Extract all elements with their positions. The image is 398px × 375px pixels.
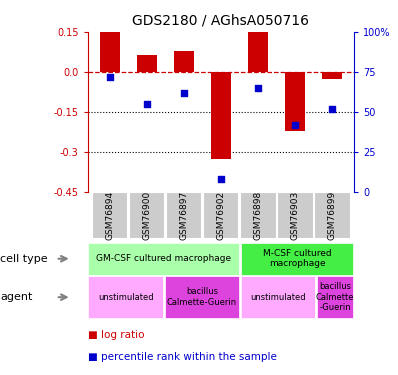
- Point: [218, 177, 224, 183]
- Bar: [164, 276, 239, 318]
- Point: [144, 101, 150, 107]
- Point: [329, 106, 335, 112]
- Title: GDS2180 / AGhsA050716: GDS2180 / AGhsA050716: [133, 14, 309, 28]
- Bar: [137, 55, 157, 72]
- Text: cell type: cell type: [0, 254, 48, 264]
- Text: bacillus
Calmette-Guerin: bacillus Calmette-Guerin: [167, 288, 237, 307]
- Point: [181, 90, 187, 96]
- Bar: [277, 192, 312, 238]
- Text: GSM76897: GSM76897: [179, 190, 188, 240]
- Bar: [203, 192, 238, 238]
- Point: [255, 85, 261, 91]
- Text: ■ log ratio: ■ log ratio: [88, 330, 144, 340]
- Text: GM-CSF cultured macrophage: GM-CSF cultured macrophage: [96, 254, 231, 263]
- Text: unstimulated: unstimulated: [98, 292, 154, 302]
- Text: unstimulated: unstimulated: [250, 292, 306, 302]
- Text: bacillus
Calmette
-Guerin: bacillus Calmette -Guerin: [316, 282, 355, 312]
- Bar: [241, 276, 315, 318]
- Text: agent: agent: [0, 292, 32, 302]
- Point: [107, 74, 113, 80]
- Bar: [211, 72, 231, 159]
- Bar: [248, 32, 268, 72]
- Point: [292, 122, 298, 128]
- Text: GSM76903: GSM76903: [291, 190, 299, 240]
- Text: ■ percentile rank within the sample: ■ percentile rank within the sample: [88, 352, 277, 363]
- Bar: [129, 192, 164, 238]
- Text: GSM76900: GSM76900: [142, 190, 151, 240]
- Bar: [100, 32, 120, 72]
- Bar: [317, 276, 353, 318]
- Text: GSM76898: GSM76898: [254, 190, 262, 240]
- Text: M-CSF cultured
macrophage: M-CSF cultured macrophage: [263, 249, 332, 268]
- Bar: [240, 192, 275, 238]
- Bar: [314, 192, 349, 238]
- Bar: [174, 51, 194, 72]
- Bar: [322, 72, 342, 79]
- Bar: [88, 276, 163, 318]
- Bar: [92, 192, 127, 238]
- Text: GSM76899: GSM76899: [328, 190, 336, 240]
- Bar: [285, 72, 305, 131]
- Text: GSM76902: GSM76902: [217, 190, 225, 240]
- Text: GSM76894: GSM76894: [105, 190, 114, 240]
- Bar: [166, 192, 201, 238]
- Bar: [88, 243, 239, 275]
- Bar: [241, 243, 353, 275]
